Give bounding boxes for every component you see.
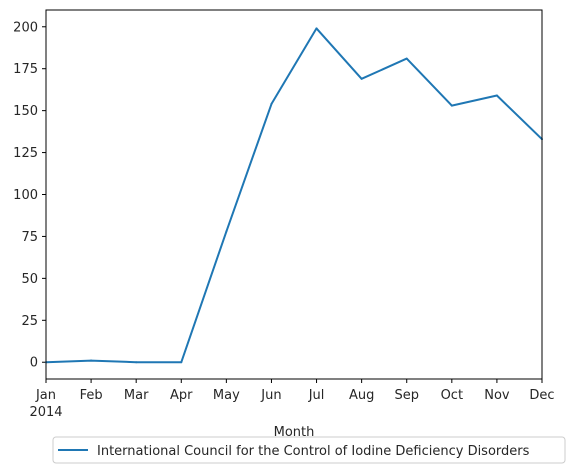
- legend: International Council for the Control of…: [52, 436, 566, 464]
- x-tick-label: Sep: [394, 388, 419, 403]
- plot-frame: [45, 9, 543, 380]
- data-point: [495, 94, 498, 97]
- x-tick-label: Jul: [308, 388, 325, 403]
- y-tick-label: 150: [13, 104, 38, 119]
- x-tick-label: Dec: [529, 388, 554, 403]
- x-tick-label: Nov: [484, 388, 510, 403]
- legend-box: [52, 436, 566, 464]
- x-tick-label: Apr: [170, 388, 193, 403]
- plot-area: [46, 10, 542, 379]
- x-tick-label: Feb: [80, 388, 103, 403]
- legend-label: International Council for the Control of…: [97, 444, 530, 459]
- data-point: [90, 359, 93, 362]
- data-point: [270, 102, 273, 105]
- x-tick-label: Jun: [260, 388, 281, 403]
- x-tick-label: Aug: [349, 388, 374, 403]
- data-point: [315, 27, 318, 30]
- x-tick-label: Jan: [35, 388, 56, 403]
- y-tick-label: 50: [21, 272, 38, 287]
- x-tick-label: Mar: [124, 388, 149, 403]
- y-tick-label: 75: [21, 230, 38, 245]
- y-tick-label: 100: [13, 188, 38, 203]
- y-axis: 0 25 50 75 100 125 150 175 200: [13, 20, 46, 371]
- data-point: [225, 230, 228, 233]
- y-tick-label: 25: [21, 314, 38, 329]
- x-tick-label: Oct: [441, 388, 463, 403]
- y-tick-label: 125: [13, 146, 38, 161]
- y-tick-label: 0: [30, 356, 38, 371]
- x-tick-year-label: 2014: [29, 405, 62, 420]
- data-point: [135, 361, 138, 364]
- y-tick-label: 175: [13, 62, 38, 77]
- y-tick-label: 200: [13, 20, 38, 35]
- data-point: [360, 77, 363, 80]
- x-axis: Jan Feb Mar Apr May Jun Jul Aug Sep Oct Nov Dec 2014: [29, 379, 555, 420]
- data-point: [180, 361, 183, 364]
- series-line: [45, 27, 543, 364]
- data-point: [405, 57, 408, 60]
- x-tick-label: May: [213, 388, 240, 403]
- data-point: [450, 104, 453, 107]
- x-axis-label: Month: [274, 425, 315, 440]
